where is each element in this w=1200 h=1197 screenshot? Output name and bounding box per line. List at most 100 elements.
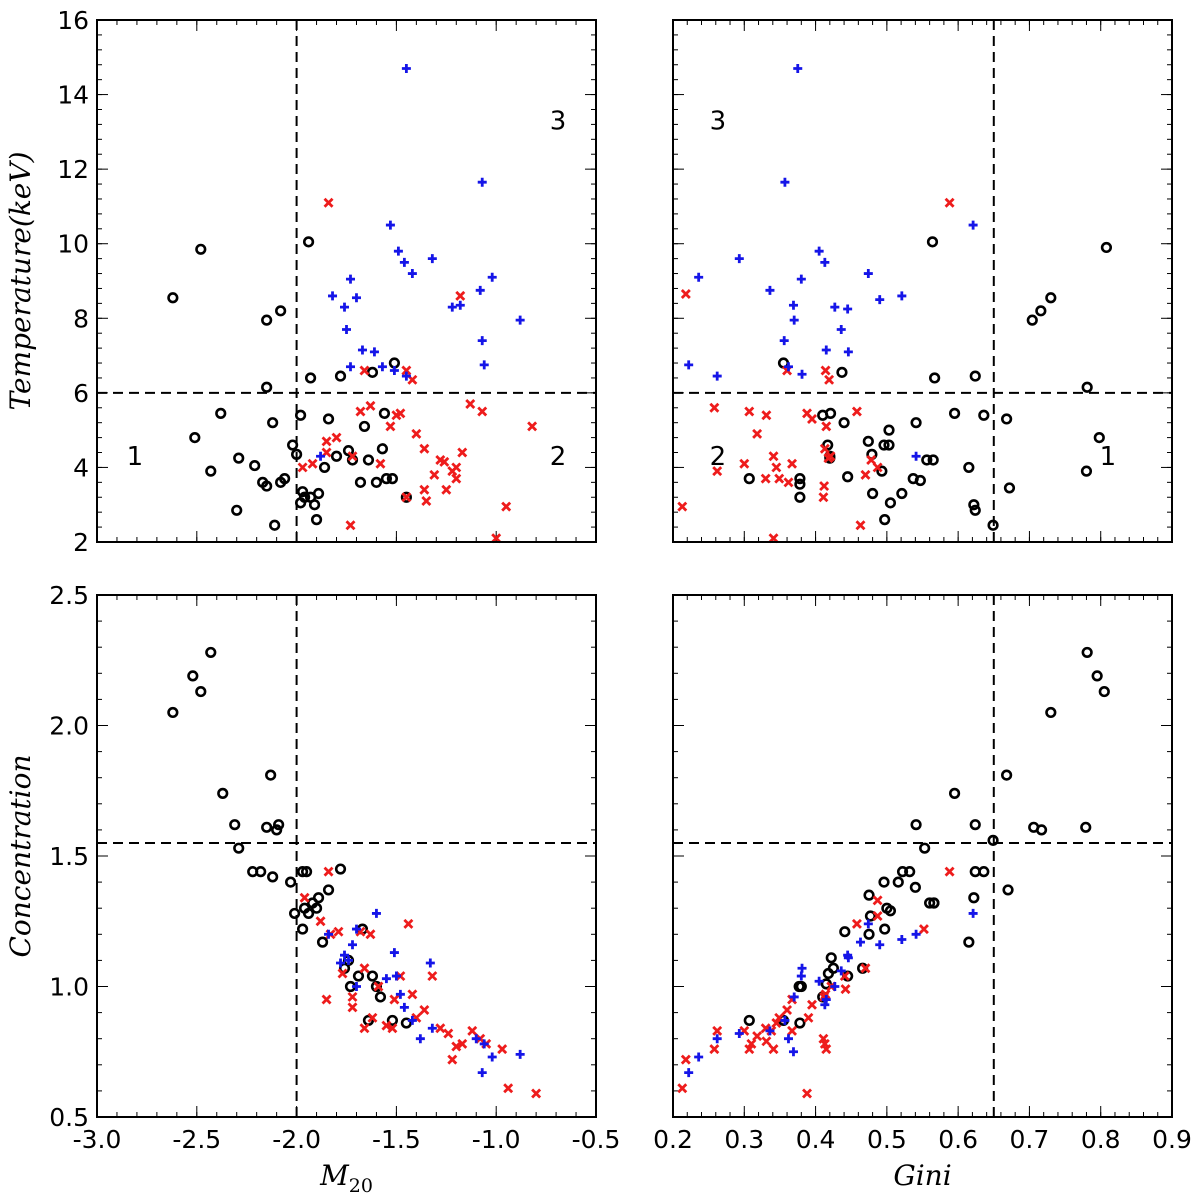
circle-marker: [273, 819, 285, 831]
cross-marker: [373, 981, 384, 992]
circle-marker: [1035, 305, 1047, 317]
region-label: 3: [550, 107, 567, 137]
x-tick-label: -3.0: [73, 1125, 122, 1154]
cross-marker: [447, 466, 458, 477]
y-tick-label: 12: [57, 155, 89, 184]
y-tick-label: 0.5: [49, 1103, 89, 1132]
plus-marker: [788, 300, 798, 310]
circle-marker: [334, 370, 347, 382]
circle-marker: [291, 448, 303, 460]
plus-marker: [911, 929, 921, 939]
circle-marker: [883, 424, 895, 436]
x-tick-label: -1.0: [472, 1125, 521, 1154]
plus-marker: [391, 971, 401, 981]
cross-marker: [918, 924, 929, 935]
plus-marker: [369, 347, 379, 357]
cross-marker: [441, 484, 452, 495]
circle-marker: [907, 473, 919, 485]
cross-marker: [411, 428, 422, 439]
x-tick-label: -2.0: [272, 1125, 321, 1154]
circle-marker: [279, 473, 291, 485]
cross-marker: [768, 533, 779, 544]
circle-marker: [233, 842, 245, 854]
cross-marker: [403, 918, 414, 929]
circle-marker: [205, 465, 217, 477]
plus-marker: [855, 937, 865, 947]
plus-marker: [479, 1039, 489, 1049]
cross-marker: [355, 406, 366, 417]
cross-marker: [819, 481, 830, 492]
cross-marker: [752, 1031, 763, 1042]
circle-marker: [1091, 670, 1103, 682]
cross-marker: [503, 1083, 514, 1094]
plus-marker: [780, 177, 790, 187]
circle-marker: [354, 476, 367, 488]
cross-marker: [802, 1088, 813, 1099]
plus-marker: [797, 369, 807, 379]
plus-marker: [843, 347, 853, 357]
x-axis-title: Gini: [893, 1159, 951, 1192]
plus-marker: [393, 246, 403, 256]
cross-marker: [680, 289, 691, 300]
circle-marker: [205, 646, 217, 659]
circle-marker: [298, 491, 311, 503]
cross-marker: [447, 1054, 458, 1065]
circle-marker: [794, 1017, 806, 1029]
cross-marker: [821, 421, 832, 432]
cross-marker: [866, 454, 877, 465]
cross-marker: [787, 1025, 798, 1036]
cross-marker: [752, 428, 763, 439]
x-tick-label: 0.6: [938, 1125, 978, 1154]
circle-marker: [896, 487, 908, 500]
cross-marker: [395, 408, 406, 419]
y-axis-title: Concentration: [4, 754, 37, 957]
circle-marker: [892, 876, 904, 888]
circle-marker: [294, 409, 307, 421]
circle-marker: [1100, 241, 1113, 254]
x-axis-title: M20: [319, 1159, 373, 1197]
circle-marker: [312, 487, 325, 500]
cross-marker: [401, 492, 412, 503]
circle-marker: [929, 372, 941, 384]
circle-marker: [358, 420, 371, 433]
circle-marker: [376, 443, 389, 455]
circle-marker: [1080, 465, 1093, 477]
cross-marker: [333, 926, 344, 937]
plus-marker: [968, 908, 978, 918]
cross-marker: [407, 989, 418, 1000]
circle-marker: [267, 417, 279, 429]
plus-marker: [830, 302, 840, 312]
circle-marker: [836, 366, 848, 378]
cross-marker: [860, 963, 871, 974]
y-tick-label: 1.5: [49, 842, 89, 871]
plus-marker: [399, 1002, 409, 1012]
circle-marker: [839, 926, 851, 938]
axis-ticks: [96, 594, 597, 1118]
plus-marker: [351, 982, 361, 991]
cross-marker: [712, 466, 723, 477]
cross-marker: [677, 501, 688, 512]
plus-marker: [407, 1015, 417, 1025]
circle-marker: [968, 892, 980, 904]
plot-frame: [96, 19, 597, 543]
cross-marker: [771, 1018, 782, 1029]
cross-marker: [944, 197, 955, 208]
circle-marker: [217, 787, 229, 799]
plus-marker: [814, 976, 824, 986]
plus-marker: [340, 950, 350, 960]
circle-marker: [1001, 769, 1013, 781]
circle-marker: [1045, 292, 1057, 304]
cross-marker: [872, 462, 883, 473]
panel-bottom-left: 0.5 1.0 1.5 2.0 2.5 -3.0 -2.5 -2.0 -1.5 -1.0 -0.5 C…: [4, 581, 620, 1197]
cross-marker: [427, 971, 438, 982]
series-circles: [743, 236, 1113, 531]
x-tick-label: 0.9: [1152, 1125, 1192, 1154]
series-pluses: [684, 63, 978, 461]
plus-marker: [395, 989, 405, 999]
cross-marker: [419, 484, 430, 495]
plus-marker: [377, 362, 387, 372]
y-tick-label: 1.0: [49, 973, 89, 1002]
axis-ticks: [672, 594, 1173, 1118]
circle-marker: [189, 432, 201, 444]
